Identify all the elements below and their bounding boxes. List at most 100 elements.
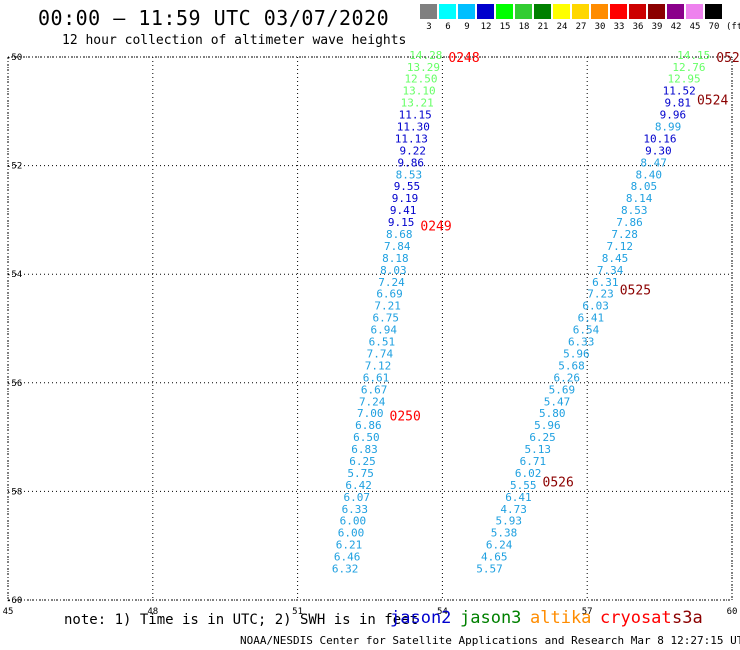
wave-height-value: 13.21 <box>401 97 434 110</box>
wave-height-value: 6.69 <box>376 288 403 301</box>
legend-label: 18 <box>518 22 530 32</box>
wave-height-value: 13.10 <box>403 85 436 98</box>
legend-swatch <box>496 4 513 19</box>
wave-height-value: 14.28 <box>409 49 442 62</box>
wave-height-value: 11.13 <box>395 132 428 145</box>
wave-height-value: 9.81 <box>664 97 691 110</box>
wave-height-value: 6.21 <box>336 539 363 552</box>
legend-unit: (ft) <box>726 22 740 32</box>
legend-swatch <box>667 4 684 19</box>
lon-tick-label: 54 <box>437 607 448 617</box>
lat-tick-label: -52 <box>6 162 22 172</box>
legend-swatch <box>458 4 475 19</box>
legend-label: 39 <box>651 22 663 32</box>
wave-height-value: 7.74 <box>367 347 394 360</box>
wave-height-value: 5.96 <box>563 347 590 360</box>
wave-height-value: 5.13 <box>525 443 552 456</box>
pass-time-label: 0525 <box>620 283 651 298</box>
legend-swatch <box>648 4 665 19</box>
wave-height-value: 5.47 <box>544 395 571 408</box>
legend-swatch <box>629 4 646 19</box>
lon-tick-label: 60 <box>727 607 738 617</box>
note-text: note: 1) Time is in UTC; 2) SWH is in fe… <box>64 612 419 628</box>
wave-height-value: 9.41 <box>390 204 417 217</box>
wave-height-value: 7.23 <box>587 288 614 301</box>
satellite-label-cryosat: cryosat <box>600 608 672 628</box>
legend-label: 3 <box>426 22 432 32</box>
wave-height-value: 6.46 <box>334 551 361 564</box>
wave-height-value: 7.86 <box>616 216 643 229</box>
wave-height-value: 10.16 <box>643 132 676 145</box>
lat-tick-label: -60 <box>6 596 22 606</box>
wave-height-value: 6.54 <box>573 324 600 337</box>
wave-height-value: 6.83 <box>351 443 378 456</box>
legend-label: 36 <box>632 22 644 32</box>
page-subtitle: 12 hour collection of altimeter wave hei… <box>62 33 407 48</box>
wave-height-value: 7.28 <box>611 228 638 241</box>
wave-height-value: 8.99 <box>655 121 682 134</box>
lon-tick-label: 57 <box>582 607 593 617</box>
wave-height-value: 6.24 <box>486 539 513 552</box>
wave-height-value: 5.68 <box>558 359 585 372</box>
wave-height-value: 7.12 <box>365 359 392 372</box>
wave-height-value: 6.41 <box>505 491 532 504</box>
wave-height-value: 11.30 <box>397 121 430 134</box>
wave-height-value: 6.00 <box>340 515 367 528</box>
legend-label: 27 <box>575 22 587 32</box>
wave-height-value: 12.50 <box>404 73 437 86</box>
lon-tick-label: 48 <box>147 607 158 617</box>
wave-height-value: 6.07 <box>344 491 371 504</box>
page-title: 00:00 – 11:59 UTC 03/07/2020 <box>38 6 390 30</box>
legend-label: 45 <box>689 22 701 32</box>
map-frame <box>7 56 733 601</box>
lon-tick-label: 45 <box>3 607 14 617</box>
wave-height-value: 9.19 <box>392 192 419 205</box>
legend-swatch <box>705 4 722 19</box>
wave-height-value: 6.41 <box>578 312 605 325</box>
wave-height-value: 6.03 <box>582 300 609 313</box>
wave-height-value: 5.93 <box>496 515 523 528</box>
legend-label: 24 <box>556 22 568 32</box>
wave-height-value: 7.21 <box>374 300 401 313</box>
wave-height-value: 6.75 <box>372 312 399 325</box>
lat-tick-label: -56 <box>6 379 22 389</box>
wave-height-value: 6.94 <box>371 324 398 337</box>
legend-swatch <box>420 4 437 19</box>
wave-height-value: 8.45 <box>602 252 629 265</box>
wave-height-value: 4.73 <box>500 503 527 516</box>
legend-swatch <box>553 4 570 19</box>
wave-height-value: 9.15 <box>388 216 415 229</box>
wave-height-value: 5.96 <box>534 419 561 432</box>
wave-height-value: 6.86 <box>355 419 382 432</box>
legend-swatch <box>477 4 494 19</box>
legend-label: 42 <box>670 22 682 32</box>
legend-swatch <box>572 4 589 19</box>
wave-height-value: 8.53 <box>396 168 423 181</box>
pass-time-label: 0523 <box>716 51 740 66</box>
pass-time-label: 0250 <box>390 409 421 424</box>
wave-height-value: 5.57 <box>476 563 503 576</box>
wave-height-value: 8.14 <box>626 192 653 205</box>
wave-height-value: 6.42 <box>345 479 372 492</box>
legend-swatch <box>610 4 627 19</box>
lon-tick-label: 51 <box>292 607 303 617</box>
wave-height-value: 8.18 <box>382 252 409 265</box>
wave-height-value: 11.15 <box>399 109 432 122</box>
legend-label: 30 <box>594 22 606 32</box>
lat-tick-label: -50 <box>6 53 22 63</box>
legend-label: 70 <box>708 22 720 32</box>
legend-swatch <box>534 4 551 19</box>
wave-height-value: 7.24 <box>359 395 386 408</box>
wave-height-value: 6.51 <box>369 336 396 349</box>
legend-swatch <box>686 4 703 19</box>
satellite-label-altika: altika <box>530 608 592 628</box>
wave-height-value: 9.86 <box>398 156 425 169</box>
wave-height-value: 6.00 <box>338 527 365 540</box>
wave-height-value: 8.03 <box>380 264 407 277</box>
wave-height-value: 6.67 <box>361 383 388 396</box>
legend-label: 21 <box>537 22 549 32</box>
wave-height-value: 7.12 <box>607 240 634 253</box>
wave-height-value: 9.22 <box>399 144 426 157</box>
wave-height-value: 13.29 <box>407 61 440 74</box>
